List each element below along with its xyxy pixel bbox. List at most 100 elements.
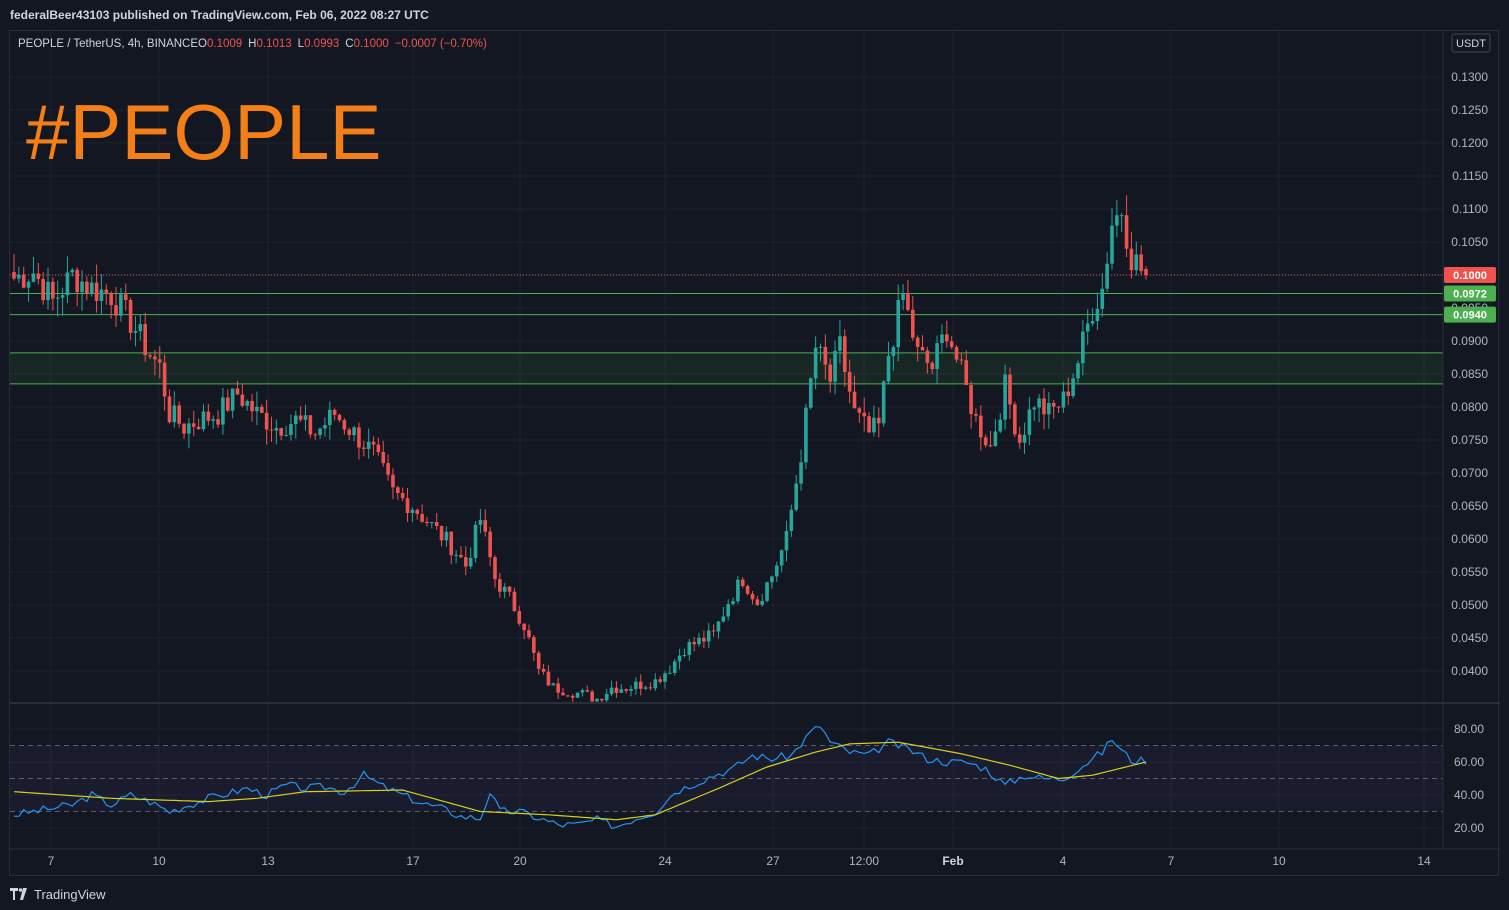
candle-body[interactable] [119,294,123,316]
candle-body[interactable] [799,462,803,484]
candle-body[interactable] [211,419,215,421]
candle-body[interactable] [954,347,959,360]
candle-body[interactable] [852,391,857,409]
candle-body[interactable] [740,579,745,587]
candle-body[interactable] [94,282,99,301]
candle-body[interactable] [483,520,488,532]
candle-body[interactable] [692,641,696,645]
candle-body[interactable] [755,599,760,605]
candle-body[interactable] [177,405,181,424]
symbol-legend[interactable]: PEOPLE / TetherUS, 4h, BINANCEO0.1009 H0.… [18,38,487,50]
candle-body[interactable] [17,274,21,279]
candle-body[interactable] [51,281,55,299]
candle-body[interactable] [1124,215,1129,249]
candle-body[interactable] [716,621,721,632]
candle-body[interactable] [818,346,823,348]
currency-badge[interactable] [1451,33,1491,53]
candle-body[interactable] [1134,254,1139,271]
candle-body[interactable] [400,493,405,499]
candle-body[interactable] [1081,331,1085,364]
candle-body[interactable] [624,689,628,691]
candle-body[interactable] [614,687,619,693]
candle-body[interactable] [391,474,395,488]
candle-body[interactable] [235,388,240,395]
candle-body[interactable] [1037,398,1041,408]
candle-body[interactable] [420,513,424,522]
candle-body[interactable] [104,289,109,294]
candle-body[interactable] [323,425,327,429]
candle-body[interactable] [745,586,750,594]
candle-body[interactable] [988,445,993,447]
candle-body[interactable] [1066,391,1071,397]
candle-body[interactable] [1042,398,1046,415]
candle-body[interactable] [969,385,973,414]
candle-body[interactable] [750,593,755,600]
candle-body[interactable] [191,423,196,427]
candle-body[interactable] [585,690,590,692]
candle-body[interactable] [89,282,94,294]
candle-body[interactable] [60,295,65,298]
candle-body[interactable] [697,637,701,645]
candle-body[interactable] [935,343,939,369]
candle-body[interactable] [114,305,118,316]
candle-body[interactable] [468,557,473,567]
candle-body[interactable] [430,521,434,524]
candle-body[interactable] [493,557,497,580]
candle-body[interactable] [527,630,531,638]
candle-body[interactable] [308,415,313,435]
candle-body[interactable] [138,324,143,332]
candle-body[interactable] [99,289,104,301]
candle-body[interactable] [604,693,609,701]
candle-body[interactable] [546,671,551,686]
candle-body[interactable] [731,601,735,605]
candle-body[interactable] [425,521,429,524]
candle-body[interactable] [148,355,152,357]
candle-body[interactable] [1017,434,1022,443]
candle-body[interactable] [318,428,322,435]
candle-body[interactable] [881,381,886,424]
candle-body[interactable] [274,428,279,431]
candle-body[interactable] [123,294,128,301]
candle-body[interactable] [362,447,366,449]
candle-body[interactable] [1100,288,1105,309]
candle-body[interactable] [464,557,468,567]
candle-body[interactable] [46,281,50,301]
candle-body[interactable] [711,630,716,632]
candle-body[interactable] [804,407,808,463]
candle-body[interactable] [332,409,337,415]
candle-body[interactable] [668,672,672,674]
candle-body[interactable] [357,427,361,448]
candle-body[interactable] [342,420,347,430]
candle-body[interactable] [75,269,79,293]
candle-body[interactable] [1110,225,1114,264]
candle-body[interactable] [41,278,45,301]
candle-body[interactable] [643,687,648,689]
candle-body[interactable] [658,679,662,682]
candle-body[interactable] [133,331,138,333]
candle-body[interactable] [230,388,235,411]
candle-body[interactable] [974,413,978,416]
candle-body[interactable] [488,531,492,558]
candle-body[interactable] [609,687,614,694]
candle-body[interactable] [1129,248,1134,271]
candle-body[interactable] [259,406,264,413]
candle-body[interactable] [478,520,483,525]
candle-body[interactable] [634,681,638,689]
candle-body[interactable] [595,698,599,702]
candle-body[interactable] [1085,323,1090,332]
candle-body[interactable] [532,637,536,653]
candle-body[interactable] [201,411,206,430]
candle-body[interactable] [930,362,935,369]
candle-body[interactable] [55,297,60,299]
candle-body[interactable] [590,691,594,702]
candle-body[interactable] [653,679,658,689]
candle-body[interactable] [1105,263,1109,289]
candle-body[interactable] [21,274,26,288]
candle-body[interactable] [842,336,847,372]
candle-body[interactable] [838,336,842,351]
candle-body[interactable] [216,419,220,425]
candle-body[interactable] [687,641,692,655]
candle-body[interactable] [721,616,726,622]
candle-body[interactable] [959,359,964,361]
candle-body[interactable] [760,600,764,605]
